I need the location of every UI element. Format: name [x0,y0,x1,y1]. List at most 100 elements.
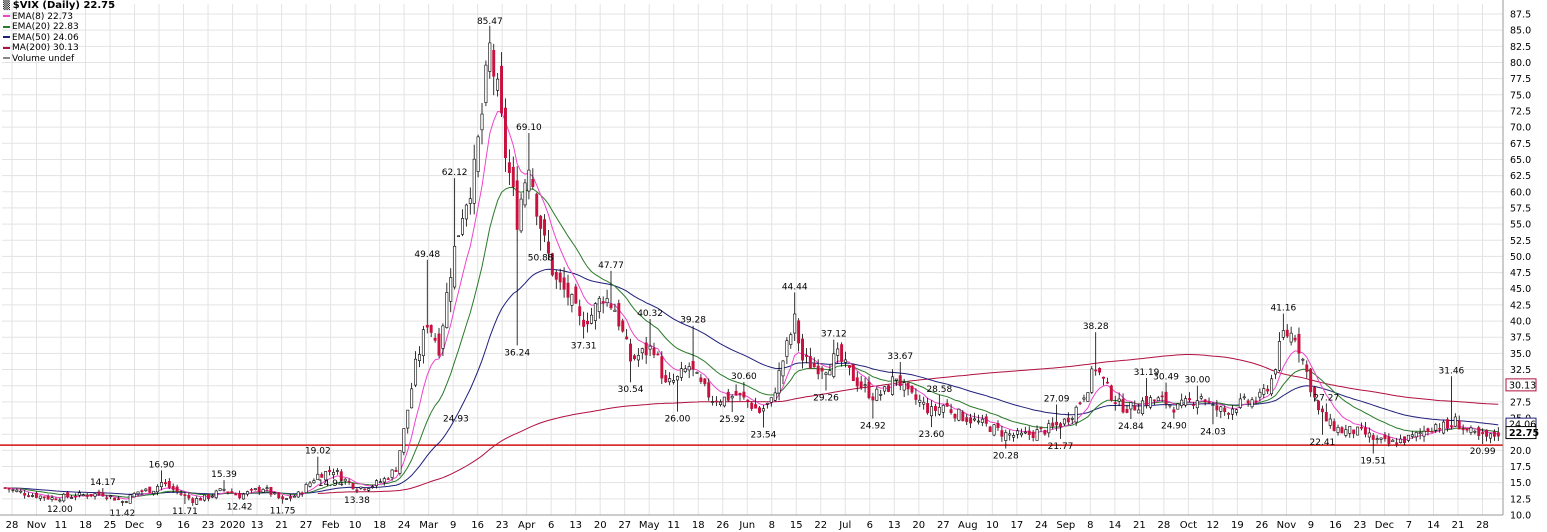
annotation-label: 23.60 [919,430,945,440]
candle-body [1074,406,1078,423]
y-tick-label: 42.5 [1510,300,1531,311]
candle-body [1422,430,1426,437]
candle-body [644,342,648,356]
candle-body [1336,427,1340,433]
candle-body [1438,428,1442,430]
candle-body [1137,409,1141,414]
annotation-label: 20.28 [993,452,1019,462]
candle-body [1238,398,1242,408]
candle-body [351,483,355,489]
price-flag-box [1505,378,1537,392]
x-tick-label: 24 [1035,520,1048,531]
candle-body [492,50,496,77]
candle-body [206,493,210,500]
candle-body [445,292,449,328]
annotation-label: 19.02 [305,447,331,457]
candle-body [128,494,132,504]
annotation-label: 69.10 [516,123,542,133]
x-tick-label: 28 [1476,520,1489,531]
candle-body [160,482,163,488]
x-tick-label: 18 [692,520,705,531]
candle-body [679,368,683,378]
x-tick-label: May [639,520,660,531]
ema8-line [5,110,1499,500]
candle-body [980,418,984,423]
candle-body [758,407,762,413]
candle-body [609,304,613,309]
candle-body [1055,421,1059,426]
candle-body [273,492,277,495]
candle-body [1399,438,1403,444]
candle-body [390,469,394,478]
candle-body [836,348,840,356]
x-tick-label: 27 [300,520,313,531]
candle-body [656,353,660,356]
candle-body [281,496,285,500]
candle-body [1434,424,1438,431]
candle-body [113,497,117,501]
x-tick-label: Dec [125,520,144,531]
candle-body [871,396,875,401]
candle-body [410,388,414,409]
candle-body [898,375,902,386]
candle-body [3,487,7,489]
y-tick-label: 40.0 [1510,317,1531,328]
annotation-label: 28.58 [926,385,952,395]
candle-body [1016,430,1019,435]
candle-body [1457,420,1461,430]
candle-body [77,492,81,496]
candle-body [331,472,335,476]
candle-body [1133,405,1137,411]
x-tick-label: 18 [373,520,386,531]
candle-body [218,488,222,491]
y-tick-label: 85.0 [1510,26,1531,37]
candle-body [296,491,300,498]
candle-body [300,492,304,495]
y-tick-label: 27.5 [1510,397,1531,408]
candle-body [949,409,953,414]
candle-body [629,343,633,362]
candle-body [1250,399,1254,408]
candle-body [519,198,523,232]
annotation-label: 24.84 [1118,422,1144,432]
candle-body [910,386,914,393]
x-tick-label: 28 [1158,520,1171,531]
candle-body [539,215,543,229]
y-tick-label: 52.5 [1510,236,1531,247]
x-tick-label: 9 [1308,520,1314,531]
candle-body [187,494,191,499]
candle-body [1031,431,1035,438]
candle-body [1105,381,1109,384]
candle-body [34,492,38,498]
x-tick-label: 11 [667,520,680,531]
x-tick-label: Oct [1180,520,1197,531]
candle-body [1266,388,1270,392]
candle-body [1274,369,1277,375]
candle-body [1324,412,1328,422]
annotation-label: 19.51 [1360,457,1386,467]
legend-item-label: Volume undef [12,53,75,64]
candle-body [214,490,218,499]
candle-body [226,491,230,493]
candle-body [914,394,918,400]
annotation-label: 27.09 [1044,395,1070,405]
annotation-label: 11.71 [172,507,198,517]
candle-body [773,392,777,401]
candle-body [507,162,511,174]
annotation-label: 31.19 [1134,368,1160,378]
candle-body [1121,398,1125,413]
candle-body [1188,398,1191,401]
candle-body [1403,436,1406,444]
candle-body [1313,387,1317,398]
candle-body [664,375,668,383]
candle-body [890,376,894,395]
x-tick-label: 28 [6,520,19,531]
candle-body [1367,432,1371,438]
candle-body [742,391,746,398]
x-tick-label: 17 [1010,520,1023,531]
candle-body [382,478,386,483]
legend-item-label: MA(200) 30.13 [12,43,79,54]
candle-body [930,406,933,417]
candle-body [1231,408,1234,415]
candle-body [1129,402,1133,410]
